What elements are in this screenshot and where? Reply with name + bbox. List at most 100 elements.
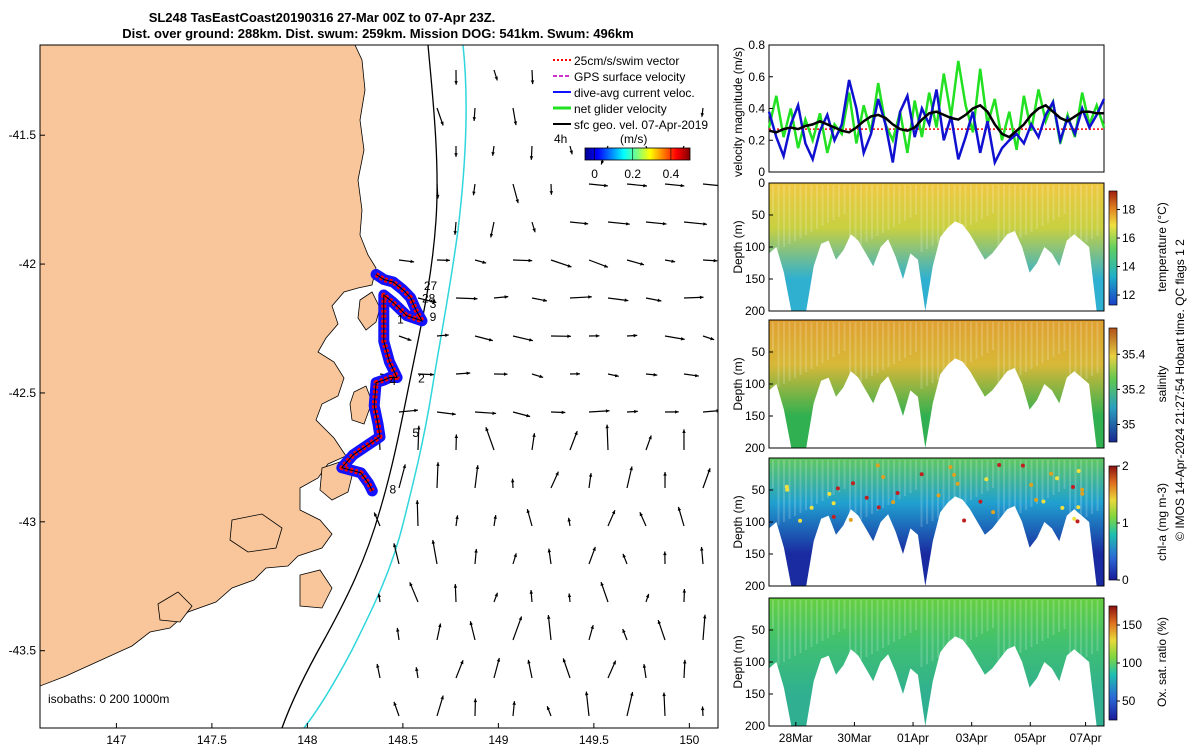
current-vector-head [436,462,440,466]
section-cbar-label: temperature (°C) [1155,202,1169,292]
chla-speckle [785,487,790,492]
map-y-axis: -41.5 -42 -42.5 -43 -43.5 [9,128,45,658]
current-vector-head [529,156,534,160]
current-vector-head [526,413,531,418]
current-vector [416,500,419,527]
section-field [769,458,1104,586]
current-vector-head [640,262,645,266]
section-cbar-tick-label: 0 [1122,573,1129,587]
colorbar-side-label: 4h [554,132,567,146]
chla-speckle [952,472,957,477]
current-vector-head [431,540,436,544]
current-vector-head [663,472,667,476]
section-panel-salinity: 50 100 150 200 Depth (m) 35 35.2 35.4 salinity [731,319,1169,455]
current-vector-head [543,298,548,302]
colorbar-tick-label: 0 [591,167,598,181]
section-cbar-tick-label: 35.2 [1122,382,1146,396]
land-peninsula [357,291,381,331]
chla-speckle [895,491,900,495]
section-ytick-label: 150 [745,547,765,561]
current-vector-head [396,627,400,632]
current-vector-head [630,691,634,696]
section-field [769,320,1104,448]
section-cbar-label: chl-a (mg m-3) [1155,483,1169,561]
current-vector-head [600,582,604,587]
current-vector-head [700,706,705,711]
current-vector-head [453,231,457,235]
chla-speckle [962,518,967,523]
current-vector [702,183,718,187]
current-vector-head [407,337,412,341]
current-vector-head [440,121,444,126]
current-vector-head [604,183,608,188]
current-vector-head [469,621,473,626]
section-cbar-tick-label: 14 [1122,260,1136,274]
current-vector-head [513,121,518,126]
current-vector-head [393,543,397,548]
land-island-1 [349,385,373,425]
section-ytick-label: 150 [745,687,765,701]
current-vector-head [645,593,650,598]
section-cbar-label: salinity [1155,366,1169,403]
chla-speckle [809,505,814,510]
current-vector-head [474,548,478,553]
current-vector-head [600,160,605,165]
current-vector-head [435,194,440,199]
date-tick-label: 03Apr [956,731,988,745]
map-ytick-label: -42 [19,257,37,271]
section-cbar-tick-label: 100 [1122,656,1142,670]
chla-speckle [891,500,896,505]
section-colorbar [1108,465,1118,581]
legend-label-sfc-geo-vel: sfc geo. vel. 07-Apr-2019 [574,118,708,132]
current-vector-head [562,658,567,663]
current-vector [547,615,552,641]
waypoint-label: 1 [397,312,404,326]
current-vector-head [677,506,682,511]
current-vector-head [611,510,616,515]
current-vector-head [454,434,459,439]
date-tick-label: 05Apr [1014,731,1046,745]
current-vector-head [377,593,381,598]
current-vector-head [626,222,630,226]
current-vector-head [438,623,442,628]
current-vector-head [376,663,380,668]
section-cbar-tick-label: 50 [1122,694,1136,708]
current-vector-head [415,500,420,504]
current-vector-head [473,296,478,301]
current-vector-head [682,429,686,433]
current-vector [683,221,707,225]
chla-speckle [1041,499,1046,504]
current-vector-head [680,183,685,188]
current-vector-head [662,692,666,697]
chla-speckle [881,475,886,479]
current-vector-head [527,659,531,664]
date-tick-label: 30Mar [837,731,871,745]
current-vector-head [432,299,437,304]
current-vector-head [482,260,487,264]
current-vector-head [574,431,578,436]
current-vector-head [410,259,415,264]
section-cbar-tick-label: 1 [1122,516,1129,530]
chla-speckle [1080,491,1085,496]
colorbar-speed [584,147,691,161]
map-ytick-label: -43 [19,515,37,529]
chla-speckle [1034,497,1039,502]
current-vector-head [700,113,705,117]
current-vector-head [414,408,418,413]
current-vector-head [409,582,413,587]
section-ytick-label: 0 [758,176,765,190]
current-vector-head [663,551,667,556]
current-vector-head [510,478,515,483]
map-xtick-label: 147.5 [197,733,227,747]
date-tick-label: 28Mar [779,731,813,745]
chla-speckle [1076,469,1081,473]
current-vector-head [532,228,536,233]
section-ytick-label: 150 [745,409,765,423]
date-tick-label: 01Apr [897,731,929,745]
current-vector [550,259,572,268]
date-tick-label: 07Apr [1070,731,1102,745]
current-vector-head [417,425,421,430]
isobath-1000m [281,45,438,728]
current-vector-head [454,81,458,85]
